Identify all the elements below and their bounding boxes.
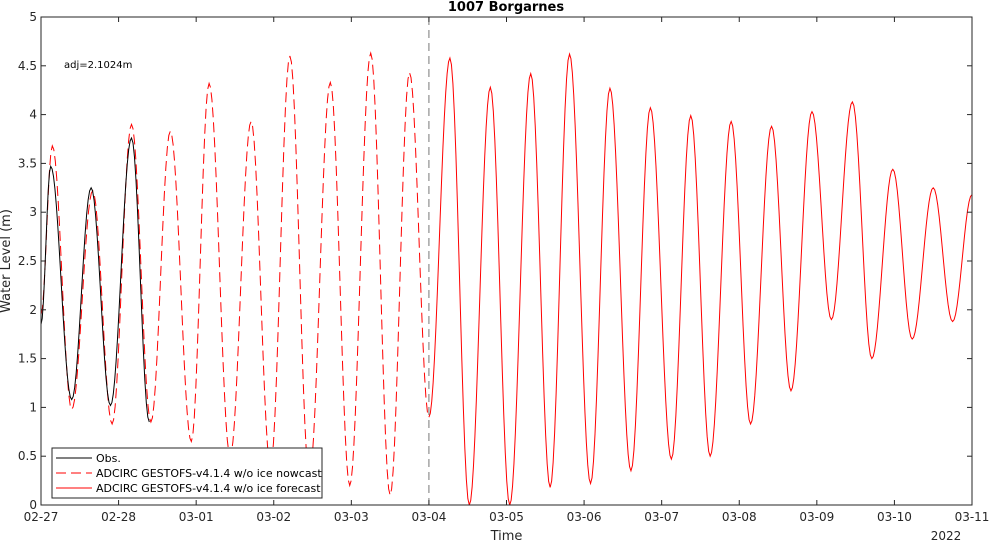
x-axis-title: Time [490, 529, 523, 541]
y-tick-label: 1 [29, 400, 37, 414]
legend-box [51, 447, 323, 499]
x-tick-label: 03-07 [644, 510, 679, 524]
x-tick-label: 03-04 [411, 510, 446, 524]
adjustment-annotation: adj=2.1024m [64, 60, 132, 71]
legend: Obs. ADCIRC GESTOFS-v4.1.4 w/o ice nowcas… [51, 447, 323, 499]
chart-title: 1007 Borgarnes [448, 0, 565, 15]
y-tick-label: 1.5 [18, 352, 37, 366]
x-tick-label: 03-08 [722, 510, 757, 524]
x-tick-label: 03-01 [179, 510, 214, 524]
series-layer [41, 51, 972, 505]
x-tick-label: 03-03 [334, 510, 369, 524]
plot-frame [40, 16, 973, 506]
x-axis: 02-27 02-28 03-01 03-02 03-03 03-04 03-05 03-06… [24, 17, 989, 524]
series-line-obs [41, 136, 150, 423]
y-tick-label: 4 [29, 108, 37, 122]
legend-entry: ADCIRC GESTOFS-v4.1.4 w/o ice forecast [96, 482, 321, 495]
x-tick-label: 02-27 [24, 510, 59, 524]
legend-entry: ADCIRC GESTOFS-v4.1.4 w/o ice nowcast [96, 467, 322, 480]
x-tick-label: 03-09 [799, 510, 834, 524]
y-axis: 0 0.5 1 1.5 2 2.5 3 3.5 4 4.5 5 [18, 10, 972, 512]
y-tick-label: 2 [29, 303, 37, 317]
y-tick-label: 0 [29, 498, 37, 512]
y-tick-label: 5 [29, 10, 37, 24]
x-axis-year-label: 2022 [931, 529, 962, 541]
y-tick-label: 3.5 [18, 156, 37, 170]
y-tick-label: 3 [29, 205, 37, 219]
y-tick-label: 0.5 [18, 449, 37, 463]
series-line-nowcast [41, 51, 430, 496]
y-tick-label: 2.5 [18, 254, 37, 268]
y-axis-title: Water Level (m) [0, 209, 14, 313]
legend-entry: Obs. [96, 452, 121, 465]
x-tick-label: 03-05 [489, 510, 524, 524]
y-tick-label: 4.5 [18, 59, 37, 73]
series-line-forecast [428, 52, 972, 505]
x-tick-label: 03-02 [256, 510, 291, 524]
x-tick-label: 03-06 [567, 510, 602, 524]
x-tick-label: 03-10 [877, 510, 912, 524]
x-tick-label: 03-11 [955, 510, 989, 524]
x-tick-label: 02-28 [101, 510, 136, 524]
